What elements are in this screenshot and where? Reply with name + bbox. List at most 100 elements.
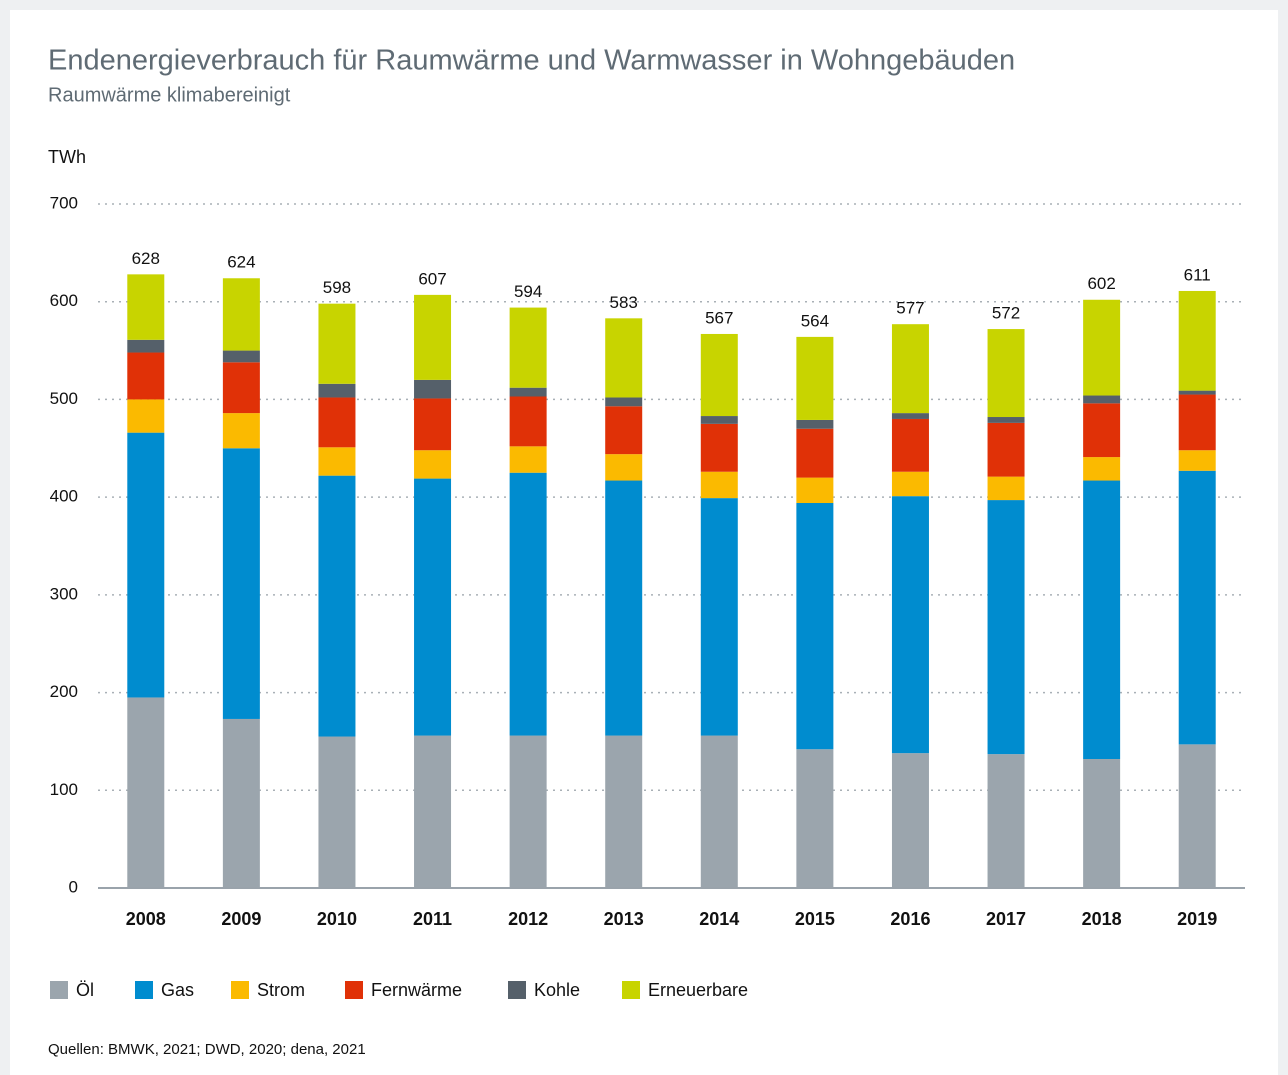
total-label: 577 [896, 299, 924, 318]
bar-segment [127, 352, 165, 400]
bar-segment [891, 471, 929, 497]
bar-segment [1178, 290, 1216, 391]
bar-segment [1083, 759, 1121, 888]
bar-segment [987, 422, 1025, 477]
x-tick-label: 2009 [221, 909, 261, 929]
bar-segment [605, 406, 643, 455]
bar-segment [318, 397, 356, 448]
bar-segment [987, 500, 1025, 755]
bar-segment [796, 503, 834, 750]
bar-segment [414, 398, 452, 451]
bar-segment [127, 697, 165, 888]
bar-segment [222, 718, 260, 888]
legend-label: Öl [76, 980, 94, 1000]
bar-segment [605, 735, 643, 888]
x-tick-label: 2012 [508, 909, 548, 929]
bar-segment [509, 735, 547, 888]
bar-segment [1083, 299, 1121, 396]
bar-segment [509, 387, 547, 397]
bar-segment [318, 736, 356, 888]
total-label: 594 [514, 282, 542, 301]
legend-label: Erneuerbare [648, 980, 748, 1000]
bar-segment [127, 399, 165, 433]
y-tick-label: 0 [69, 877, 78, 896]
panel [10, 10, 1278, 1075]
bar-segment [318, 383, 356, 398]
legend-label: Gas [161, 980, 194, 1000]
bar-segment [1083, 395, 1121, 404]
bar-segment [700, 498, 738, 736]
total-label: 572 [992, 304, 1020, 323]
bar-segment [509, 307, 547, 388]
x-tick-label: 2019 [1177, 909, 1217, 929]
total-label: 628 [132, 249, 160, 268]
x-tick-label: 2015 [795, 909, 835, 929]
bar-segment [796, 477, 834, 504]
y-tick-label: 400 [50, 487, 78, 506]
bar-segment [796, 336, 834, 420]
bar-segment [987, 754, 1025, 888]
legend-swatch [345, 981, 363, 999]
bar-segment [127, 339, 165, 353]
y-tick-label: 100 [50, 780, 78, 799]
y-axis-label: TWh [48, 147, 86, 167]
chart-subtitle: Raumwärme klimabereinigt [48, 84, 291, 106]
bar-segment [891, 324, 929, 414]
x-tick-label: 2014 [699, 909, 739, 929]
legend-label: Strom [257, 980, 305, 1000]
legend-label: Kohle [534, 980, 580, 1000]
bar-segment [1178, 470, 1216, 745]
bar-segment [1083, 480, 1121, 760]
y-tick-label: 500 [50, 389, 78, 408]
bar-segment [700, 416, 738, 424]
bar-segment [222, 413, 260, 449]
bar-segment [700, 333, 738, 417]
bar-segment [605, 480, 643, 736]
bar-segment [222, 350, 260, 363]
source: Quellen: BMWK, 2021; DWD, 2020; dena, 20… [48, 1041, 366, 1058]
bar-segment [127, 274, 165, 340]
y-tick-label: 700 [50, 193, 78, 212]
bar-segment [414, 478, 452, 736]
bar-segment [700, 471, 738, 499]
bar-segment [1178, 744, 1216, 888]
bar-segment [796, 419, 834, 429]
bar-segment [318, 475, 356, 737]
bar-segment [987, 476, 1025, 501]
bar-segment [1178, 390, 1216, 395]
total-label: 611 [1184, 265, 1211, 284]
bar-segment [414, 294, 452, 380]
chart-title: Endenergieverbrauch für Raumwärme und Wa… [48, 45, 1015, 77]
legend-swatch [622, 981, 640, 999]
x-tick-label: 2010 [317, 909, 357, 929]
x-tick-label: 2018 [1082, 909, 1122, 929]
bar-segment [891, 413, 929, 419]
bar-segment [509, 396, 547, 447]
bar-segment [1083, 457, 1121, 481]
bar-segment [509, 472, 547, 736]
total-label: 624 [227, 253, 255, 272]
bar-segment [796, 749, 834, 888]
bar-segment [414, 379, 452, 399]
total-label: 567 [705, 308, 733, 327]
bar-segment [222, 362, 260, 414]
x-tick-label: 2016 [890, 909, 930, 929]
bar-segment [318, 303, 356, 384]
bar-segment [318, 447, 356, 476]
bar-segment [1083, 403, 1121, 458]
total-label: 598 [323, 278, 351, 297]
total-label: 602 [1087, 274, 1115, 293]
legend-swatch [508, 981, 526, 999]
y-tick-label: 300 [50, 584, 78, 603]
total-label: 607 [418, 269, 446, 288]
bar-segment [987, 329, 1025, 418]
bar-segment [127, 432, 165, 698]
legend-swatch [50, 981, 68, 999]
legend-swatch [135, 981, 153, 999]
total-label: 564 [801, 311, 829, 330]
legend-label: Fernwärme [371, 980, 462, 1000]
total-label: 583 [610, 293, 638, 312]
legend-swatch [231, 981, 249, 999]
